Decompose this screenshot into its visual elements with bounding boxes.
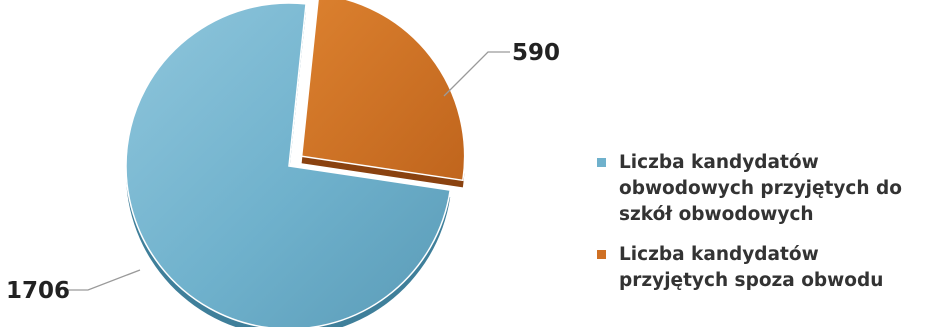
legend: Liczba kandydatów obwodowych przyjętych …	[597, 150, 927, 308]
legend-swatch-blue	[597, 158, 606, 167]
legend-item-in-district: Liczba kandydatów obwodowych przyjętych …	[597, 150, 927, 228]
legend-item-out-of-district: Liczba kandydatów przyjętych spoza obwod…	[597, 242, 927, 294]
slice-out-of-district	[300, 0, 466, 182]
legend-swatch-orange	[597, 250, 606, 259]
label-1706: 1706	[6, 278, 70, 304]
leader-line-1706	[66, 269, 141, 291]
legend-label-out-of-district: Liczba kandydatów przyjętych spoza obwod…	[619, 244, 884, 291]
label-590: 590	[512, 40, 560, 66]
leader-line-590	[443, 51, 510, 97]
slice-in-district	[125, 2, 452, 327]
legend-label-in-district: Liczba kandydatów obwodowych przyjętych …	[619, 152, 902, 225]
